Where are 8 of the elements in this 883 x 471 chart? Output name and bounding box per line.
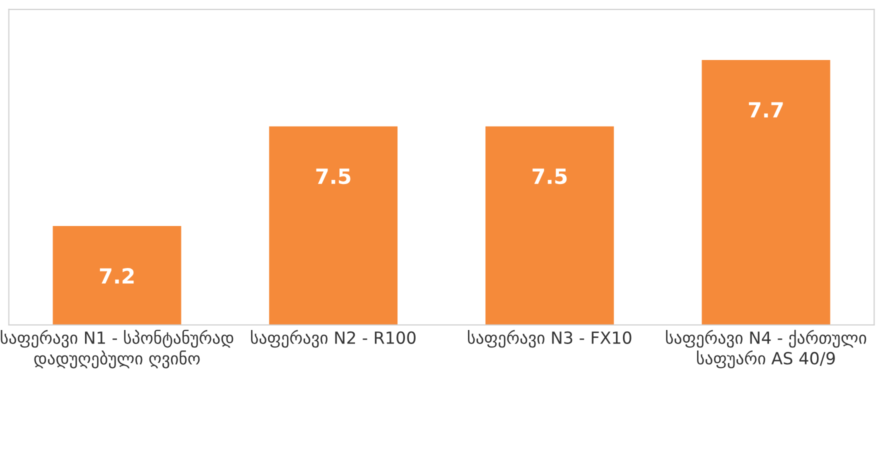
data-label: 7.5	[532, 168, 567, 184]
x-tick-label: საფერავი N4 - ქართული საფუარი AS 40/9	[666, 330, 866, 368]
data-label: 7.2	[100, 268, 134, 284]
data-label: 7.7	[748, 102, 783, 118]
x-tick-label: საფერავი N1 - სპონტანურად დადუღებული ღვინო	[0, 330, 234, 368]
data-label: 7.5	[316, 168, 350, 184]
x-tick-label: საფერავი N3 - FX10	[468, 330, 632, 348]
x-tick-label: საფერავი N2 - R100	[251, 330, 416, 348]
